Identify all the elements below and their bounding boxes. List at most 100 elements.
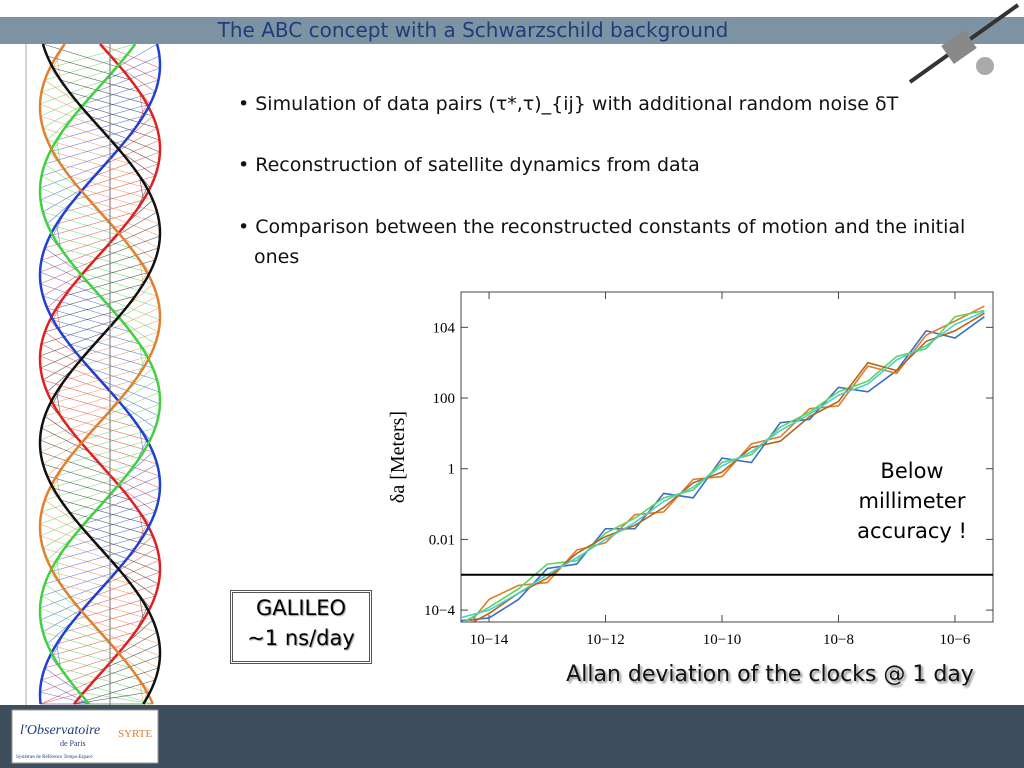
helix-mesh <box>39 439 101 465</box>
helix-mesh <box>41 343 90 369</box>
helix-mesh <box>41 67 117 93</box>
helix-mesh <box>120 235 156 261</box>
logo-lab: SYRTE <box>118 728 152 740</box>
helix-mesh <box>69 595 153 621</box>
helix-mesh <box>105 475 160 501</box>
helix-mesh <box>56 643 61 669</box>
helix-mesh <box>41 571 117 597</box>
helix-mesh <box>69 343 153 369</box>
helix-mesh <box>47 643 131 669</box>
y-axis-label: δa [Meters] <box>387 411 409 503</box>
helix-mesh <box>44 667 80 693</box>
helix-mesh <box>41 679 90 705</box>
helix-mesh <box>69 91 153 117</box>
helix-mesh <box>49 43 136 69</box>
helix-mesh <box>56 223 61 249</box>
helix-mesh <box>60 247 147 273</box>
helix-mesh <box>40 115 111 141</box>
helix-mesh <box>39 691 90 705</box>
helix-mesh <box>47 559 131 585</box>
helix-mesh <box>40 691 85 705</box>
helix-mesh <box>40 367 111 393</box>
helix-mesh <box>49 295 136 321</box>
helix-mesh <box>60 331 147 357</box>
y-tick-label: 100 <box>433 391 456 407</box>
helix-mesh <box>49 127 136 153</box>
x-tick-label: 10−14 <box>470 632 509 648</box>
bullet-text: Reconstruction of satellite dynamics fro… <box>255 154 700 176</box>
helix-mesh <box>53 235 140 261</box>
logo-box <box>11 709 159 764</box>
y-tick-label: 10−4 <box>424 603 455 619</box>
helix-mesh <box>115 379 158 405</box>
helix-mesh <box>110 391 159 417</box>
bullet: • Simulation of data pairs (τ*,τ)_{ij} w… <box>238 93 899 115</box>
helix-mesh <box>94 67 161 93</box>
helix-strand <box>38 43 162 705</box>
helix-mesh <box>41 235 117 261</box>
helix-mesh <box>41 487 117 513</box>
helix-mesh <box>110 643 159 669</box>
y-tick-label: 104 <box>433 320 456 336</box>
helix-mesh <box>42 355 85 381</box>
helix-mesh <box>53 487 140 513</box>
helix-mesh <box>89 115 160 141</box>
helix-mesh <box>89 535 160 561</box>
helix-mesh <box>41 427 90 453</box>
helix-mesh <box>53 571 140 597</box>
helix-mesh <box>42 211 122 237</box>
helix-mesh <box>115 43 158 69</box>
helix-mesh <box>89 283 160 309</box>
helix-mesh <box>56 559 61 585</box>
helix-mesh <box>60 667 147 693</box>
helix-mesh <box>94 151 161 177</box>
helix-mesh <box>39 355 101 381</box>
helix-mesh <box>40 91 95 117</box>
slide-title: The ABC concept with a Schwarzschild bac… <box>217 18 729 42</box>
helix-mesh <box>44 79 80 105</box>
helix-mesh <box>78 691 153 705</box>
helix-mesh <box>69 679 153 705</box>
helix-mesh <box>44 583 80 609</box>
helix-mesh <box>41 175 90 201</box>
helix-mesh <box>39 667 106 693</box>
helix-mesh <box>115 211 158 237</box>
helix-mesh <box>64 439 151 465</box>
helix-mesh <box>115 463 158 489</box>
note-line: accuracy ! <box>857 519 967 543</box>
data-line <box>471 312 985 622</box>
helix-mesh <box>47 139 131 165</box>
helix-mesh <box>47 307 131 333</box>
x-tick-label: 10−10 <box>703 632 741 648</box>
helix-mesh <box>40 535 111 561</box>
helix-mesh <box>60 163 147 189</box>
helix-mesh <box>39 103 101 129</box>
helix-mesh <box>105 139 160 165</box>
helix-mesh <box>60 499 147 525</box>
helix-mesh <box>39 79 106 105</box>
helix-mesh <box>40 451 111 477</box>
helix-mesh <box>39 163 106 189</box>
logo-subtitle: Systèmes de Référence Temps-Espace <box>16 755 93 760</box>
helix-mesh <box>60 415 147 441</box>
helix-strand <box>38 43 162 705</box>
helix-mesh <box>40 511 95 537</box>
helix-mesh <box>139 679 144 705</box>
helix-mesh <box>40 619 111 645</box>
helix-mesh <box>41 403 117 429</box>
helix-mesh <box>53 151 140 177</box>
helix-mesh <box>110 223 159 249</box>
data-line <box>462 309 985 622</box>
helix-mesh <box>44 163 80 189</box>
helix-mesh <box>42 271 85 297</box>
helix-mesh <box>89 451 160 477</box>
helix-mesh <box>64 355 151 381</box>
helix-strand <box>38 43 162 705</box>
helix-mesh <box>89 367 160 393</box>
bullet: • Comparison between the reconstructed c… <box>238 216 966 268</box>
x-tick-label: 10−12 <box>586 632 624 648</box>
helix-mesh <box>41 511 90 537</box>
helix-mesh <box>40 199 111 225</box>
title-bar <box>0 17 1024 44</box>
helix-mesh <box>41 655 117 681</box>
